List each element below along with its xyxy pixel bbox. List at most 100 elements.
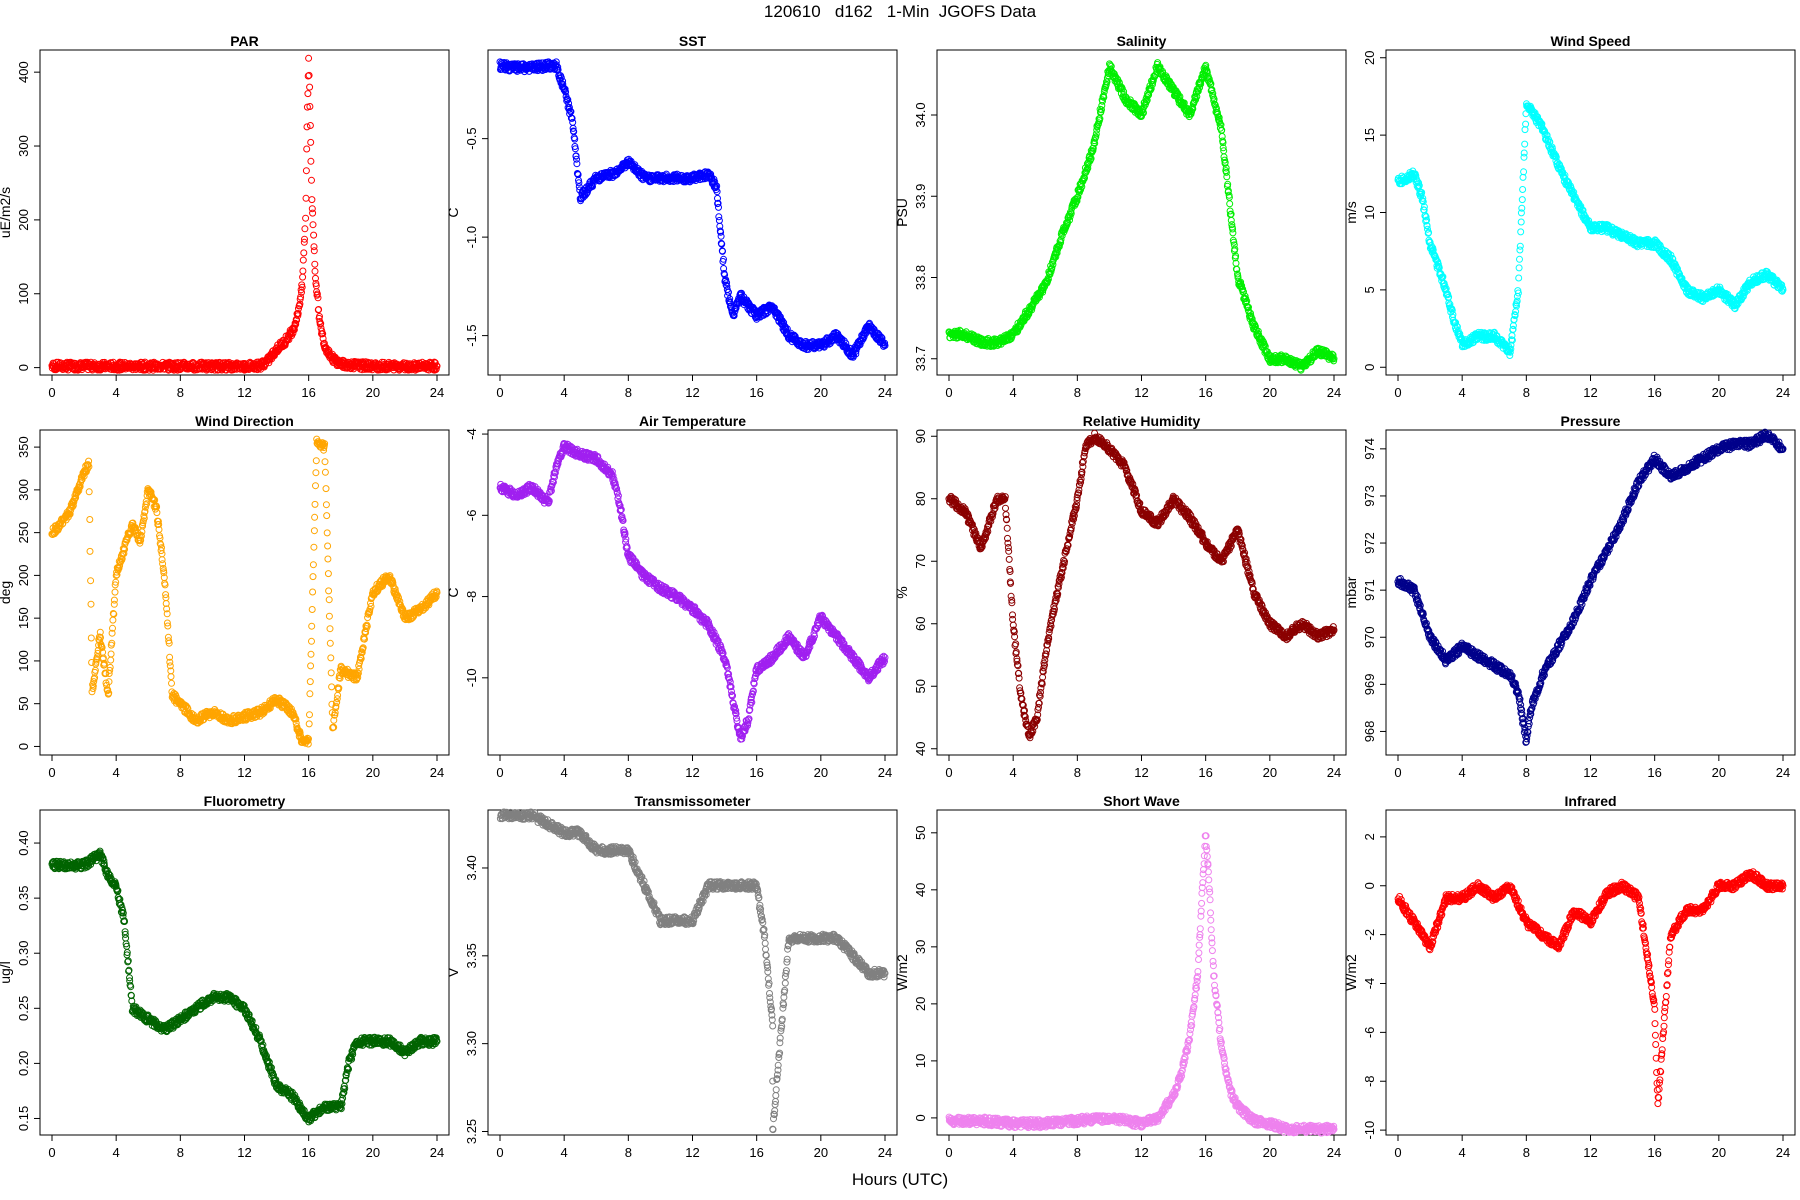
plot-frame — [487, 49, 898, 376]
data-point — [307, 650, 315, 658]
data-point — [168, 679, 175, 687]
data-point — [305, 54, 313, 62]
data-point — [327, 669, 335, 677]
series-markers — [945, 59, 1338, 374]
y-tick-label: 350 — [16, 436, 31, 458]
data-point — [323, 529, 331, 537]
data-point — [311, 267, 319, 275]
data-point — [573, 160, 581, 168]
series-markers — [496, 440, 889, 743]
x-tick-label: 12 — [237, 765, 251, 780]
data-point — [300, 238, 308, 246]
y-tick-label: 300 — [16, 479, 31, 501]
y-tick-label: 33.8 — [913, 265, 928, 290]
data-point — [1516, 242, 1524, 250]
x-tick-label: 16 — [1198, 385, 1212, 400]
data-point — [167, 673, 175, 681]
data-point — [328, 683, 336, 691]
data-point — [311, 260, 319, 268]
data-point — [307, 138, 315, 146]
data-point — [309, 209, 317, 217]
data-point — [301, 235, 308, 243]
x-tick-label: 8 — [177, 765, 184, 780]
data-point — [306, 122, 314, 129]
data-point — [327, 654, 335, 662]
data-point — [309, 561, 317, 569]
data-point — [85, 488, 93, 496]
data-point — [308, 205, 316, 213]
x-tick-label: 4 — [561, 385, 568, 400]
data-point — [1520, 168, 1528, 176]
plot-frame — [39, 49, 450, 376]
data-point — [1229, 229, 1237, 237]
y-tick-label: 300 — [16, 135, 31, 157]
data-point — [325, 587, 333, 595]
x-tick-label: 0 — [48, 765, 55, 780]
data-point — [316, 313, 323, 320]
plot-frame — [39, 429, 450, 756]
plot-frame — [1385, 49, 1796, 376]
data-point — [308, 176, 315, 184]
data-point — [1226, 200, 1234, 208]
panel-title: Air Temperature — [639, 413, 746, 429]
data-point — [110, 596, 118, 604]
data-point — [309, 221, 317, 229]
x-tick-label: 8 — [625, 385, 632, 400]
data-point — [300, 249, 308, 257]
data-point — [319, 335, 327, 342]
data-point — [299, 267, 307, 275]
data-point — [312, 274, 319, 282]
x-tick-label: 24 — [878, 765, 892, 780]
y-tick-label: -10 — [464, 668, 479, 687]
data-point — [308, 637, 315, 645]
data-point — [325, 612, 333, 620]
data-point — [321, 458, 329, 466]
y-tick-label: -1.0 — [464, 226, 479, 248]
data-point — [310, 231, 318, 239]
x-tick-label: 20 — [1712, 385, 1726, 400]
y-axis-label: PSU — [894, 198, 910, 227]
data-point — [107, 656, 115, 664]
y-tick-label: 200 — [16, 209, 31, 231]
series-markers — [1394, 100, 1787, 359]
y-tick-label: 33.9 — [913, 184, 928, 209]
data-point — [1515, 274, 1523, 282]
data-point — [312, 469, 320, 477]
y-tick-label: -1.5 — [464, 324, 479, 346]
data-point — [86, 547, 94, 555]
x-tick-label: 16 — [749, 765, 763, 780]
data-point — [87, 600, 95, 608]
data-point — [153, 509, 161, 517]
x-tick-label: 24 — [878, 385, 892, 400]
y-axis-label: C — [445, 207, 461, 217]
data-point — [302, 194, 310, 202]
data-point — [313, 290, 321, 298]
x-tick-label: 4 — [113, 385, 120, 400]
data-point — [326, 639, 334, 647]
data-point — [111, 588, 119, 596]
data-point — [715, 217, 723, 224]
data-point — [86, 516, 94, 523]
y-tick-label: -4 — [464, 428, 479, 440]
data-point — [310, 543, 318, 551]
x-tick-label: 16 — [301, 765, 315, 780]
y-tick-label: 0 — [16, 364, 31, 371]
data-point — [324, 555, 332, 563]
data-point — [306, 678, 314, 686]
data-point — [715, 203, 722, 211]
x-tick-label: 24 — [1327, 385, 1341, 400]
x-tick-label: 0 — [496, 765, 503, 780]
data-point — [302, 214, 310, 222]
y-tick-label: 33.7 — [913, 346, 928, 371]
y-tick-label: -8 — [464, 591, 479, 603]
y-tick-label: 100 — [16, 283, 31, 305]
data-point — [302, 167, 310, 175]
data-point — [317, 320, 325, 328]
data-point — [323, 512, 331, 520]
series-markers — [48, 54, 441, 374]
